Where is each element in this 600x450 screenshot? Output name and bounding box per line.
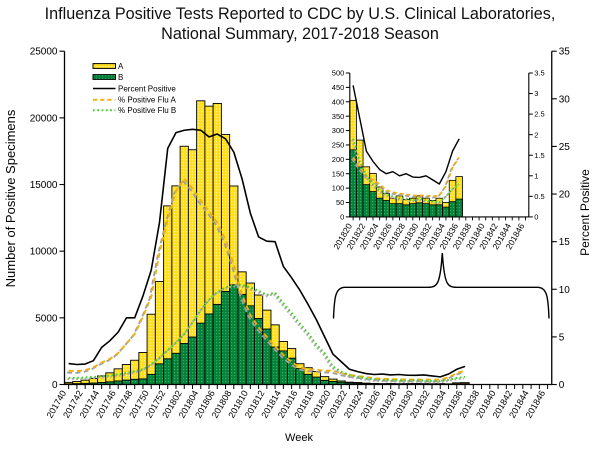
svg-text:National Summary, 2017-2018 Se: National Summary, 2017-2018 Season [161, 25, 439, 43]
svg-text:15: 15 [559, 237, 571, 248]
svg-text:% Positive Flu A: % Positive Flu A [118, 96, 176, 105]
svg-text:0: 0 [340, 213, 344, 222]
svg-text:Percent Positive: Percent Positive [118, 84, 176, 93]
svg-text:100: 100 [332, 184, 345, 193]
svg-text:3.5: 3.5 [534, 69, 544, 78]
svg-text:350: 350 [332, 112, 345, 121]
svg-text:50: 50 [336, 198, 344, 207]
svg-text:B: B [118, 73, 123, 82]
svg-text:0.5: 0.5 [534, 192, 544, 201]
svg-text:500: 500 [332, 69, 345, 78]
svg-text:0: 0 [559, 380, 565, 391]
svg-text:Percent Positive: Percent Positive [578, 169, 592, 256]
svg-text:10: 10 [559, 285, 571, 296]
svg-text:10000: 10000 [30, 247, 58, 258]
svg-text:400: 400 [332, 97, 345, 106]
svg-text:Influenza Positive Tests Repor: Influenza Positive Tests Reported to CDC… [45, 5, 556, 23]
svg-text:30: 30 [559, 94, 571, 105]
svg-text:35: 35 [559, 47, 571, 58]
svg-text:450: 450 [332, 83, 345, 92]
svg-text:25: 25 [559, 142, 571, 153]
svg-text:Week: Week [285, 432, 313, 444]
svg-text:Number of Positive Specimens: Number of Positive Specimens [3, 109, 18, 287]
svg-text:5000: 5000 [35, 313, 58, 324]
svg-text:25000: 25000 [30, 47, 58, 58]
svg-text:2: 2 [534, 130, 538, 139]
svg-text:2.5: 2.5 [534, 110, 544, 119]
svg-text:0: 0 [52, 380, 58, 391]
svg-text:150: 150 [332, 169, 345, 178]
svg-text:1.5: 1.5 [534, 151, 544, 160]
svg-text:A: A [118, 62, 124, 71]
svg-text:300: 300 [332, 126, 345, 135]
svg-text:5: 5 [559, 332, 565, 343]
svg-text:200: 200 [332, 155, 345, 164]
svg-text:1: 1 [534, 171, 538, 180]
svg-text:% Positive Flu B: % Positive Flu B [118, 106, 176, 115]
svg-text:3: 3 [534, 89, 538, 98]
svg-text:0: 0 [534, 213, 538, 222]
svg-text:250: 250 [332, 141, 345, 150]
svg-text:15000: 15000 [30, 180, 58, 191]
svg-text:20: 20 [559, 190, 571, 201]
svg-text:20000: 20000 [30, 113, 58, 124]
